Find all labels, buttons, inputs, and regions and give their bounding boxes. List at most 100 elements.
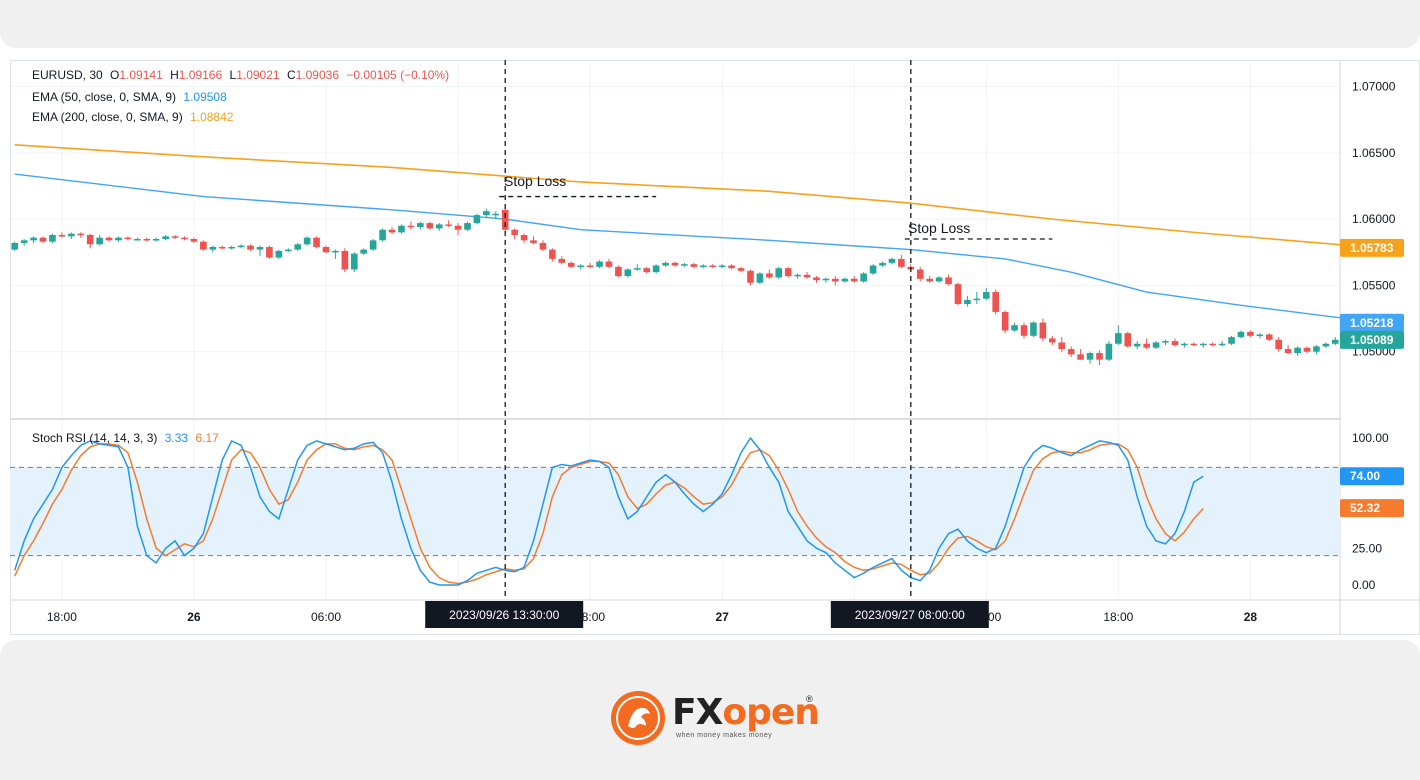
logo-registered-mark: ® [806, 694, 813, 704]
candle-body [926, 278, 933, 282]
stoch-d-value: 6.17 [195, 431, 219, 445]
candle-body [68, 233, 75, 237]
legend-low: 1.09021 [236, 68, 280, 82]
candle-body [417, 223, 424, 228]
candle-body [935, 277, 943, 282]
candle-body [539, 242, 547, 250]
candle-body [945, 277, 952, 285]
candle-body [699, 265, 707, 268]
stoch-k-tag: 74.00 [1350, 469, 1380, 483]
candle-body [473, 215, 481, 224]
candle-body [964, 299, 971, 304]
candle-body [388, 229, 396, 233]
candle-body [134, 239, 141, 241]
ema50-label: EMA (50, close, 0, SMA, 9) [32, 90, 177, 104]
candle-body [181, 237, 188, 240]
price-tick-label: 1.05500 [1352, 278, 1396, 292]
candle-body [605, 261, 613, 267]
candle-body [369, 240, 377, 250]
candle-body [633, 268, 641, 270]
candle-body [1039, 322, 1047, 339]
candle-body [1256, 334, 1264, 336]
candle-body [237, 245, 245, 248]
candle-body [1058, 342, 1066, 350]
stop-loss-label-2: Stop Loss [908, 220, 971, 236]
candle-body [567, 262, 575, 267]
candle-body [1218, 343, 1226, 346]
candle-body [313, 237, 320, 247]
candle-body [643, 268, 651, 273]
candle-body [690, 264, 698, 267]
legend-h-label: H [170, 68, 179, 82]
candle-body [1115, 333, 1122, 344]
legend-symbol: EURUSD, 30 [32, 68, 103, 82]
candle-body [832, 278, 839, 282]
candle-body [284, 249, 292, 252]
candle-body [124, 237, 132, 240]
candles [11, 207, 1339, 365]
candle-body [1181, 343, 1188, 346]
candle-body [1313, 346, 1320, 352]
legend-ema50: EMA (50, close, 0, SMA, 9) 1.09508 [32, 90, 231, 104]
chart-canvas[interactable]: 1.070001.065001.060001.055001.05000100.0… [10, 60, 1420, 635]
candle-body [1077, 354, 1084, 360]
candle-body [341, 250, 349, 270]
candle-body [1152, 342, 1160, 348]
candle-body [982, 292, 990, 299]
stoch-tick-label: 100.00 [1352, 431, 1389, 445]
candle-body [916, 269, 924, 279]
time-tick-label: 18:00 [47, 610, 77, 624]
candle-body [662, 262, 669, 266]
candle-body [445, 224, 452, 226]
stop-loss-label-1: Stop Loss [504, 173, 567, 189]
candle-body [332, 250, 339, 253]
stoch-k-value: 3.33 [164, 431, 189, 445]
ema200-label: EMA (200, close, 0, SMA, 9) [32, 110, 183, 124]
candle-body [794, 274, 801, 277]
candle-body [860, 273, 867, 282]
stoch-tick-label: 25.00 [1352, 541, 1382, 555]
candle-body [869, 265, 877, 274]
candle-body [1331, 339, 1339, 344]
ema-lines [14, 144, 1383, 324]
candle-body [1322, 343, 1330, 347]
time-tick-label: 18:00 [1103, 610, 1133, 624]
candle-body [841, 278, 849, 282]
candle-body [247, 245, 254, 250]
candle-body [1228, 337, 1235, 344]
candle-body [77, 233, 85, 236]
candle-body [1275, 339, 1282, 350]
candle-body [549, 249, 556, 259]
stoch-tick-label: 0.00 [1352, 578, 1376, 592]
candle-body [1143, 343, 1150, 348]
candle-body [266, 246, 273, 258]
candle-body [105, 237, 113, 241]
candle-body [152, 239, 160, 241]
candle-body [1284, 349, 1292, 354]
candle-body [577, 265, 584, 268]
candle-body [747, 270, 754, 283]
candle-body [1199, 343, 1207, 346]
candle-body [398, 225, 405, 233]
candle-body [1030, 322, 1037, 336]
cursor-date-label: 2023/09/26 13:30:00 [449, 608, 559, 622]
chart-panel[interactable]: 1.07000 1.06500 1.06000 1.05500 1.05000 100.0… [10, 60, 1420, 635]
candle-body [898, 258, 905, 267]
stoch-lines [14, 436, 1204, 586]
last-price-tag: 1.05089 [1350, 333, 1394, 347]
fxopen-seal-icon [611, 691, 665, 745]
legend-o-label: O [110, 68, 120, 82]
candle-body [171, 236, 179, 238]
candle-body [803, 274, 811, 278]
ema50-price-tag-bg [1340, 313, 1404, 332]
candle-body [596, 261, 603, 267]
legend-stoch: Stoch RSI (14, 14, 3, 3) 3.33 6.17 [32, 431, 223, 445]
candle-body [350, 253, 358, 270]
candle-body [652, 265, 660, 273]
crosshair-lines [504, 60, 912, 600]
legend-ema200: EMA (200, close, 0, SMA, 9) 1.08842 [32, 110, 237, 124]
candle-body [407, 225, 415, 228]
candle-body [303, 237, 311, 245]
candle-body [520, 235, 528, 241]
candle-body [1096, 353, 1103, 360]
